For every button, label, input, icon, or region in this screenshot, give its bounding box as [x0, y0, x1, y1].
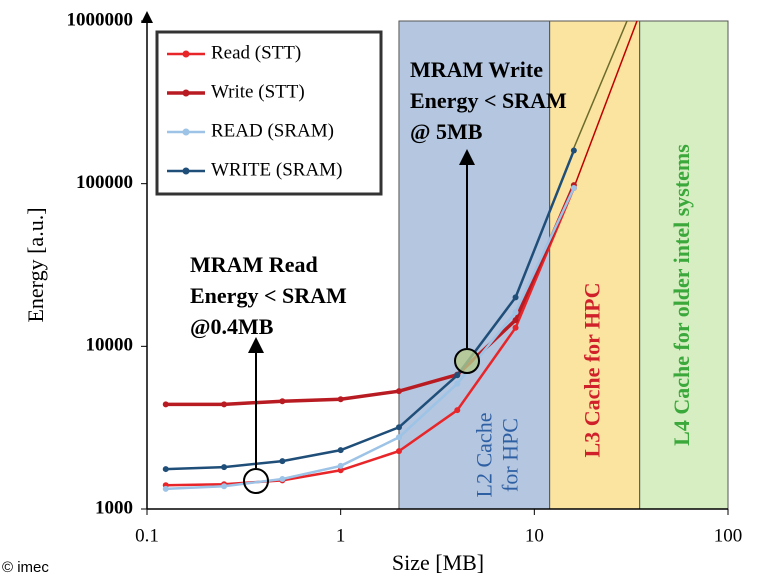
footer: © imec: [2, 559, 49, 576]
x-tick-label: 100: [714, 525, 743, 546]
data-point: [279, 398, 286, 405]
data-point: [454, 407, 461, 414]
annotation: @0.4MB: [190, 314, 274, 339]
data-point: [512, 324, 519, 331]
annotation: Energy < SRAM: [190, 283, 347, 308]
extrapolation: [572, 20, 628, 151]
data-point: [221, 464, 228, 471]
data-point: [162, 401, 169, 408]
legend-label: READ (SRAM): [211, 120, 334, 141]
data-point: [162, 466, 169, 473]
y-tick-label: 1000: [95, 497, 133, 518]
data-point: [279, 475, 286, 482]
x-tick-label: 1: [336, 525, 346, 546]
data-point: [395, 448, 402, 455]
data-point: [395, 388, 402, 395]
cache-region: [639, 20, 729, 510]
legend-swatch-dot: [182, 167, 190, 175]
legend-label: WRITE (SRAM): [211, 159, 342, 180]
series-line: [165, 184, 576, 407]
annotation: MRAM Write: [410, 57, 543, 82]
data-point: [512, 294, 519, 301]
series-line: [165, 187, 576, 487]
data-point: [279, 458, 286, 465]
legend-label: Write (STT): [211, 81, 305, 102]
region-label: L4 Cache for older intel systems: [669, 144, 694, 446]
data-point: [221, 401, 228, 408]
y-tick-label: 10000: [86, 335, 134, 356]
data-point: [337, 396, 344, 403]
legend-swatch-dot: [182, 50, 190, 58]
data-point: [337, 447, 344, 454]
series-line: [165, 150, 576, 471]
data-point: [454, 372, 461, 379]
cache-region: [398, 20, 551, 510]
annotation-circle: [243, 468, 269, 494]
y-axis-label: Energy [a.u.]: [23, 207, 48, 322]
data-point: [395, 434, 402, 441]
cache-region: [549, 20, 641, 510]
data-point: [337, 462, 344, 469]
annotation: @ 5MB: [410, 119, 483, 144]
data-point: [395, 424, 402, 431]
x-axis-label: Size [MB]: [392, 550, 484, 575]
annotation-circle: [454, 348, 480, 374]
legend-swatch-dot: [182, 89, 190, 97]
data-point: [337, 467, 344, 474]
region-label: L3 Cache for HPC: [580, 283, 605, 458]
legend-swatch-dot: [182, 128, 190, 136]
y-tick-label: 100000: [76, 172, 133, 193]
x-tick-label: 10: [525, 525, 544, 546]
data-point: [570, 185, 577, 192]
data-point: [454, 380, 461, 387]
data-point: [570, 147, 577, 154]
data-point: [221, 483, 228, 490]
series-line: [165, 187, 575, 491]
annotation: Energy < SRAM: [410, 88, 567, 113]
data-point: [512, 317, 519, 324]
legend-box: [155, 30, 383, 196]
y-tick-label: 1000000: [67, 9, 134, 30]
region-label: L2 Cache: [471, 413, 496, 498]
data-point: [162, 485, 169, 492]
x-tick-label: 0.1: [135, 525, 159, 546]
data-point: [512, 309, 519, 316]
region-label: for HPC: [497, 418, 522, 492]
extrapolation: [572, 20, 638, 191]
annotation: MRAM Read: [190, 252, 318, 277]
legend-label: Read (STT): [211, 42, 301, 63]
